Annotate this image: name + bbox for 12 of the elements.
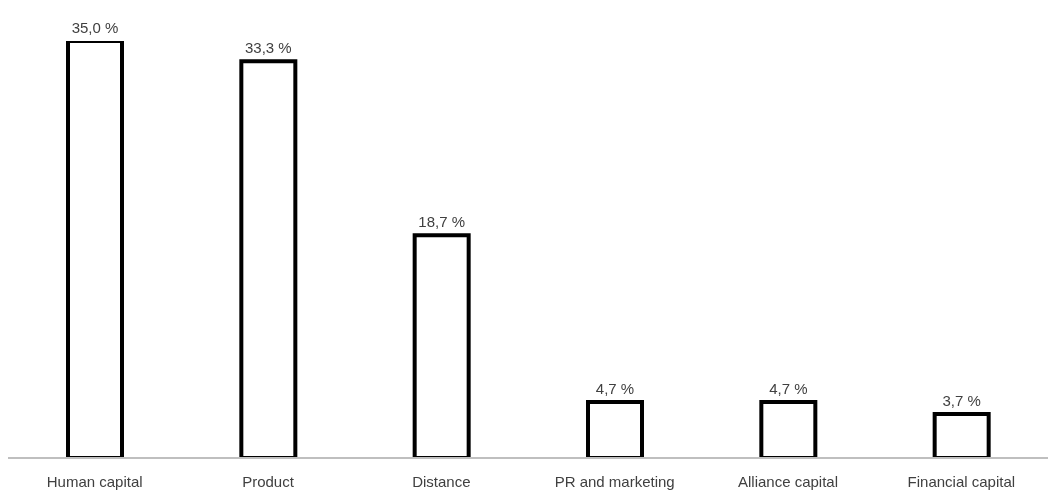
x-tick-label: Product xyxy=(242,472,295,490)
x-tick-label: Financial capital xyxy=(907,472,1016,490)
data-label: 4,7 % xyxy=(769,380,808,397)
data-label: 35,0 % xyxy=(71,19,119,36)
x-tick-label: PR and marketing xyxy=(554,472,675,490)
x-tick-label: Alliance capital xyxy=(737,472,839,490)
data-label: 18,7 % xyxy=(418,213,466,231)
data-label: 33,3 % xyxy=(244,39,292,57)
data-label: 4,7 % xyxy=(595,380,635,397)
x-tick-label: Human capital xyxy=(46,472,143,490)
x-tick-label: Distance xyxy=(412,472,471,490)
data-label: 3,7 % xyxy=(942,391,981,409)
